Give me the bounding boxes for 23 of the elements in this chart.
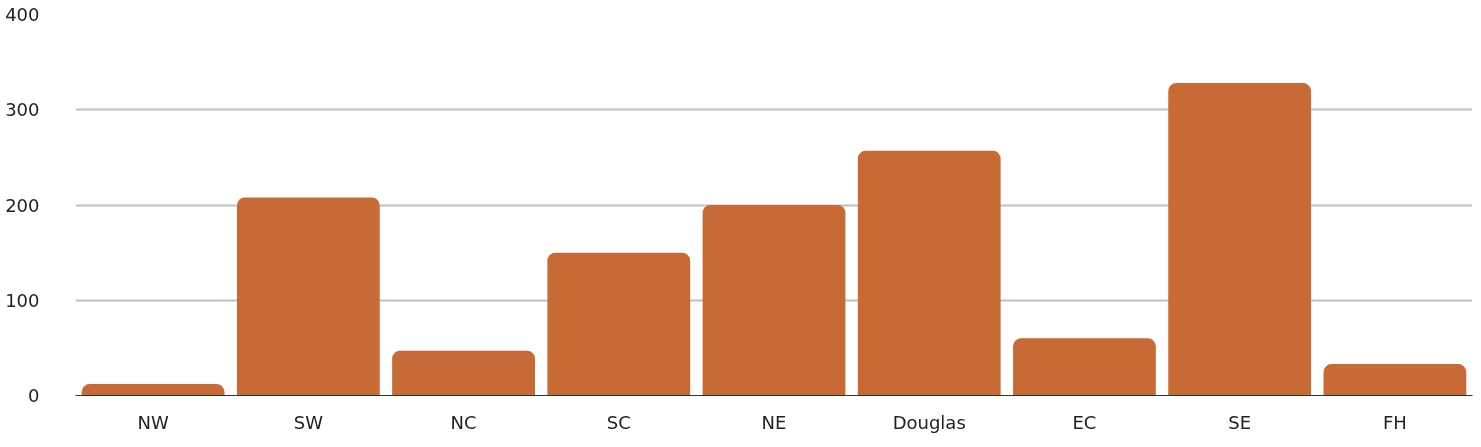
- x-tick-label: SE: [1228, 411, 1252, 433]
- x-tick-label: NW: [137, 411, 169, 433]
- y-tick-label: 200: [5, 194, 40, 216]
- x-tick-label: EC: [1072, 411, 1097, 433]
- x-tick-label: NC: [450, 411, 477, 433]
- y-tick-label: 300: [5, 99, 40, 121]
- bar: [1013, 338, 1156, 396]
- bar: [81, 384, 225, 396]
- y-tick-label: 400: [5, 4, 40, 25]
- bar: [857, 150, 1001, 396]
- x-tick-label: SW: [293, 411, 324, 433]
- bar: [1323, 364, 1467, 396]
- x-tick-label: Douglas: [892, 411, 966, 433]
- bar: [392, 350, 535, 396]
- bar: [1168, 83, 1312, 396]
- x-tick-label: SC: [606, 411, 631, 433]
- bar: [702, 205, 846, 396]
- x-tick-label: NE: [761, 411, 787, 433]
- x-tick-label: FH: [1382, 411, 1407, 433]
- bar: [547, 252, 691, 396]
- bar: [236, 197, 380, 396]
- y-tick-label: 0: [28, 385, 40, 406]
- y-tick-label: 100: [5, 289, 40, 311]
